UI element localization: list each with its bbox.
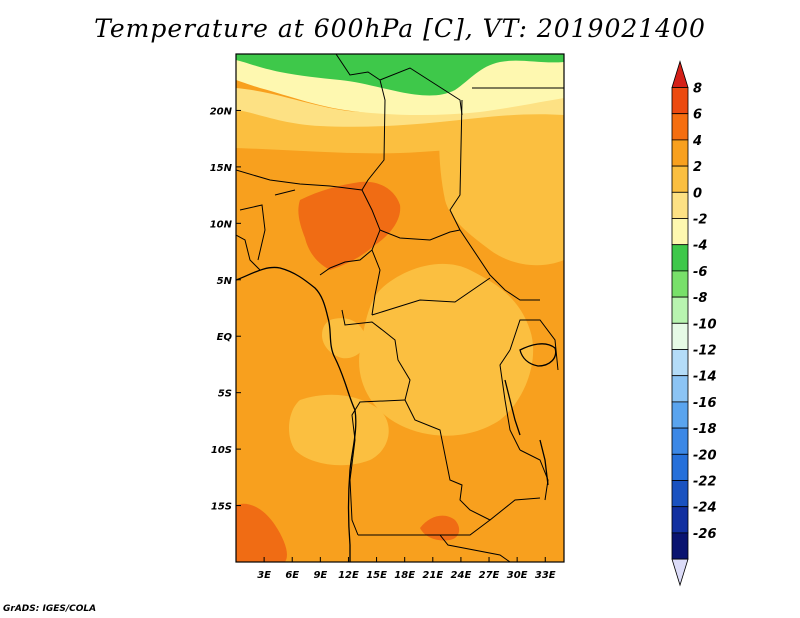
x-tick-label: 21E	[422, 570, 443, 581]
grads-credit: GrADS: IGES/COLA	[3, 604, 97, 614]
field-minus2-0-band	[236, 84, 564, 127]
border-line	[499, 349, 521, 451]
border-line	[274, 189, 296, 196]
x-tick-label: 30E	[507, 570, 528, 581]
border-line	[371, 249, 381, 316]
colorbar-band	[671, 296, 689, 324]
colorbar-level-label: -2	[693, 213, 707, 228]
colorbar-band	[671, 270, 689, 298]
colorbar-level-label: -24	[693, 501, 717, 516]
field-minus6-minus4-region	[236, 54, 564, 96]
y-axis: 20N 15N 10N 5N EQ 5S 10S 15S	[210, 106, 241, 513]
border-line	[519, 449, 549, 501]
coastline-west-africa	[236, 266, 357, 562]
x-tick-label: 24E	[451, 570, 472, 581]
coastline	[236, 266, 557, 562]
colorbar-band	[671, 139, 689, 167]
y-tick-label: EQ	[217, 332, 233, 343]
x-tick-label: 12E	[338, 570, 359, 581]
field-4-6-south-patch	[420, 515, 460, 541]
colorbar-band	[671, 532, 689, 560]
y-tick-label: 15N	[210, 163, 233, 174]
colorbar-band	[671, 87, 689, 115]
field-0-2-north-region	[439, 112, 564, 266]
field-0-2-south-region	[288, 394, 389, 466]
border-line	[236, 169, 363, 191]
colorbar-level-label: -20	[693, 448, 717, 463]
country-borders	[236, 54, 564, 562]
colorbar-top-triangle	[671, 60, 689, 88]
x-tick-label: 15E	[366, 570, 387, 581]
field-0-2-central-region	[359, 263, 534, 436]
y-tick-label: 20N	[210, 106, 233, 117]
colorbar-level-label: 0	[693, 186, 702, 201]
plot-frame	[235, 53, 565, 563]
colorbar-level-label: -6	[693, 265, 707, 280]
colorbar-band	[671, 349, 689, 377]
x-axis: 3E 6E 9E 12E 15E 18E 21E 24E 27E 30E 33E	[257, 557, 556, 581]
x-tick-label: 3E	[257, 570, 271, 581]
border-line	[371, 277, 491, 316]
colorbar-band	[671, 191, 689, 219]
colorbar-level-label: -18	[693, 422, 717, 437]
coastline-lake-tanganyika	[504, 379, 521, 436]
colorbar-level-label: -8	[693, 291, 707, 306]
colorbar-level-label: -22	[693, 475, 717, 490]
border-line	[239, 204, 266, 261]
border-line	[379, 229, 461, 241]
y-tick-label: 5N	[217, 276, 233, 287]
colorbar-band	[671, 322, 689, 350]
colorbar-level-label: -10	[693, 317, 717, 332]
coastline-lake-malawi	[539, 439, 549, 486]
coastline-lake-victoria	[519, 343, 557, 367]
colorbar-legend: 8 6 4 2 0 -2 -4 -6 -8 -10 -12 -14 -16 -18 -20 -22 -24 -26	[671, 60, 717, 587]
x-tick-label: 6E	[285, 570, 299, 581]
y-tick-label: 15S	[211, 502, 232, 513]
colorbar-level-label: -16	[693, 396, 717, 411]
map-title: Temperature at 600hPa [C], VT: 201902140…	[94, 14, 706, 43]
border-line	[236, 234, 261, 271]
colorbar-band	[671, 427, 689, 455]
colorbar-level-label: 8	[693, 82, 702, 97]
border-line	[341, 309, 411, 401]
colorbar-level-label: 4	[692, 134, 702, 149]
colorbar-level-label: -14	[693, 370, 717, 385]
colorbar-level-label: -12	[693, 344, 717, 359]
colorbar-bottom-triangle	[671, 558, 689, 587]
field-0-2-west-patch	[322, 318, 366, 359]
colorbar-band	[671, 506, 689, 534]
colorbar-band	[671, 218, 689, 246]
border-line	[319, 189, 381, 276]
border-line	[379, 67, 463, 116]
field-4-6-region	[298, 181, 401, 270]
colorbar-band	[671, 480, 689, 508]
colorbar-level-label: -4	[693, 239, 707, 254]
colorbar-band	[671, 453, 689, 481]
colorbar-level-label: -26	[693, 527, 717, 542]
temperature-field	[236, 54, 564, 562]
colorbar-band	[671, 401, 689, 429]
colorbar-band	[671, 375, 689, 403]
x-tick-label: 9E	[313, 570, 327, 581]
colorbar-level-label: 2	[693, 160, 702, 175]
x-tick-label: 33E	[535, 570, 556, 581]
colorbar-level-label: 6	[693, 108, 702, 123]
y-tick-label: 10S	[211, 445, 232, 456]
border-line	[404, 399, 541, 521]
colorbar-band	[671, 165, 689, 193]
x-tick-label: 27E	[479, 570, 500, 581]
border-line	[449, 99, 540, 301]
border-line	[439, 534, 511, 562]
y-tick-label: 5S	[218, 389, 232, 400]
field-4-6-southwest-patch	[236, 503, 287, 562]
colorbar-band	[671, 244, 689, 272]
x-tick-label: 18E	[394, 570, 415, 581]
colorbar-band	[671, 113, 689, 141]
border-line	[335, 54, 386, 191]
border-line	[358, 519, 491, 536]
y-tick-label: 10N	[210, 219, 233, 230]
